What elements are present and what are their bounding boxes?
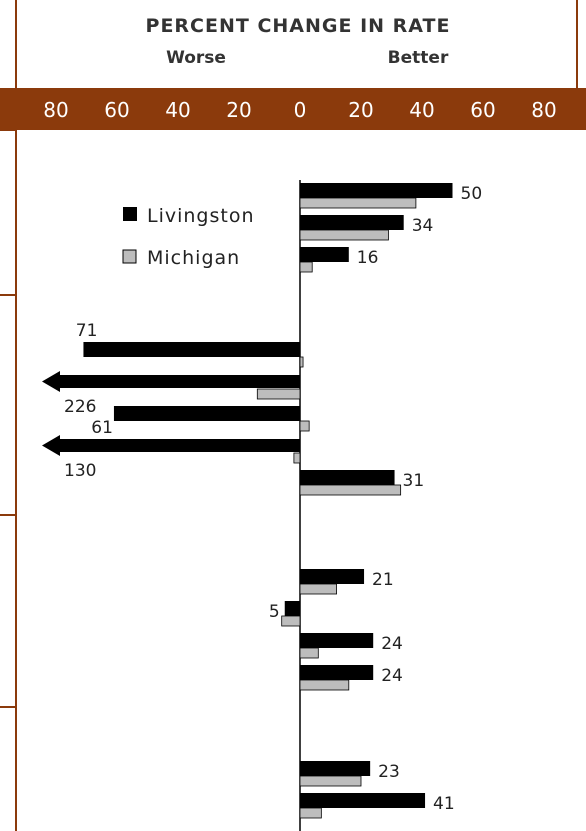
bar-michigan: [293, 452, 301, 464]
bar-michigan: [299, 420, 310, 432]
bar-michigan: [299, 197, 417, 209]
legend-swatch-livingston: [123, 207, 137, 221]
worse-label: Worse: [166, 48, 226, 68]
bar-michigan: [299, 583, 337, 595]
legend-label-michigan: Michigan: [147, 247, 240, 269]
chart-title: PERCENT CHANGE IN RATE: [146, 15, 451, 37]
bar-michigan: [299, 775, 362, 787]
tick-label: 0: [294, 98, 307, 122]
bar-livingston: [300, 470, 395, 485]
bar-michigan: [299, 679, 350, 691]
bar-value-label: 130: [64, 461, 96, 481]
legend-label-livingston: Livingston: [147, 205, 255, 227]
tick-label: 20: [348, 98, 373, 122]
better-label: Better: [388, 48, 449, 68]
legend-swatch-michigan: [122, 249, 137, 264]
bar-michigan: [281, 615, 301, 627]
bar-value-label: 41: [433, 794, 455, 814]
bar-value-label: 23: [378, 762, 400, 782]
tick-label: 80: [531, 98, 556, 122]
bar-value-label: 50: [461, 184, 483, 204]
bar-livingston-arrow: [42, 435, 300, 456]
bar-livingston-arrow: [42, 371, 300, 392]
bar-michigan: [299, 261, 313, 273]
bar-michigan: [256, 388, 301, 400]
bar-livingston: [300, 183, 453, 198]
bar-livingston: [300, 761, 371, 776]
bar-value-label: 71: [76, 321, 98, 341]
bar-livingston: [300, 569, 365, 584]
bar-michigan: [299, 356, 304, 368]
tick-label: 80: [43, 98, 68, 122]
bar-value-label: 24: [381, 634, 403, 654]
bar-value-label: 24: [381, 666, 403, 686]
bar-livingston: [83, 342, 300, 357]
bar-value-label: 34: [412, 216, 434, 236]
bar-livingston: [300, 247, 349, 262]
tick-label: 60: [104, 98, 129, 122]
bar-livingston: [300, 633, 374, 648]
bar-value-label: 31: [403, 471, 425, 491]
bar-livingston: [300, 665, 374, 680]
bar-michigan: [299, 647, 319, 659]
bar-livingston: [113, 406, 300, 421]
bar-livingston: [300, 793, 426, 808]
bar-michigan: [299, 484, 402, 496]
bar-michigan: [299, 229, 389, 241]
axis-ticks: 80 60 40 20 0 20 40 60 80: [43, 98, 556, 122]
tick-label: 60: [470, 98, 495, 122]
bar-value-label: 61: [91, 418, 113, 438]
tick-label: 20: [226, 98, 251, 122]
bar-value-label: 226: [64, 397, 96, 417]
tick-label: 40: [165, 98, 190, 122]
axis-band: [0, 88, 586, 130]
bar-value-label: 16: [357, 248, 379, 268]
bar-value-label: 21: [372, 570, 394, 590]
bar-livingston: [284, 601, 300, 616]
bar-livingston: [300, 215, 404, 230]
bar-value-label: 5: [269, 602, 280, 622]
tick-label: 40: [409, 98, 434, 122]
bar-michigan: [299, 807, 322, 819]
